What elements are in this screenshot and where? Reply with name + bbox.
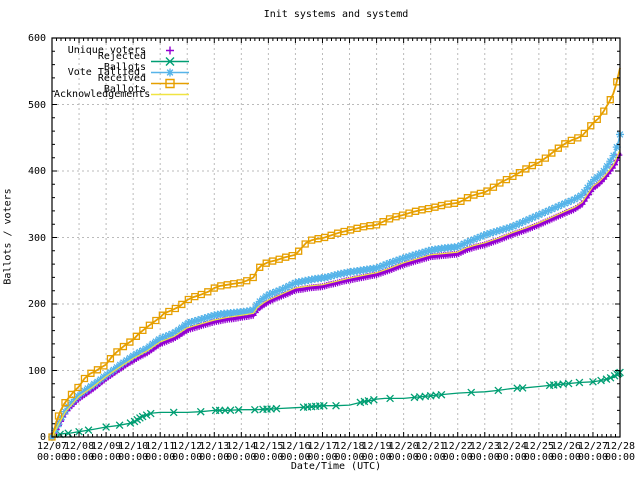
legend-sample-plus-marker-icon: [166, 46, 174, 55]
y-tick-label: 200: [27, 299, 46, 310]
x-tick-label: 12/15 00:00: [253, 441, 284, 463]
series-line-received-ballots: [51, 67, 621, 438]
legend-row: Unique voters: [54, 45, 189, 56]
legend-label: Received Ballots: [97, 72, 146, 95]
x-tick-label: 12/13 00:00: [199, 441, 230, 463]
x-tick-label: 12/28 00:00: [604, 441, 636, 463]
x-axis-label: Date/Time (UTC): [290, 461, 382, 472]
y-tick-label: 300: [27, 232, 46, 244]
y-tick-label: 0: [39, 432, 46, 443]
legend-label: Rejected Ballots: [97, 50, 146, 73]
x-tick-label: 12/17 00:00: [307, 441, 338, 463]
y-tick-label: 100: [27, 365, 46, 377]
series-markers-unique-voters: [48, 151, 623, 441]
x-tick-label: 12/18 00:00: [334, 441, 365, 463]
legend: Unique voters Rejected Ballots Vote Tallie…: [54, 45, 189, 100]
series-markers-received-ballots: [48, 78, 621, 441]
legend-label: Acknowledgements: [54, 89, 151, 100]
y-tick-label: 600: [27, 33, 46, 44]
series-markers-rejected-ballots: [56, 368, 624, 439]
x-tick-label: 12/10 00:00: [118, 441, 149, 463]
x-tick-label: 12/25 00:00: [523, 441, 554, 463]
legend-sample-cross-marker-icon: [151, 57, 189, 66]
x-tick-label: 12/27 00:00: [577, 441, 608, 463]
legend-row: Received Ballots: [54, 73, 189, 95]
series-line-acknowledgements: [51, 149, 621, 438]
legend-sample-star-marker-icon: [151, 68, 189, 77]
axis-ticks: [51, 37, 620, 438]
x-tick-label: 12/16 00:00: [280, 441, 311, 463]
series-line-rejected-ballots: [51, 371, 621, 438]
legend-label: Unique voters: [67, 45, 146, 56]
legend-row: Acknowledgements: [54, 89, 189, 100]
legend-label: Vote Tallied,: [67, 67, 146, 78]
legend-sample-line-icon: [151, 93, 189, 96]
x-tick-label: 12/12 00:00: [172, 441, 203, 463]
x-tick-label: 12/19 00:00: [361, 441, 392, 463]
x-tick-label: 12/23 00:00: [469, 441, 500, 463]
x-tick-label: 12/14 00:00: [226, 441, 257, 463]
series-line-unique-voters: [50, 151, 622, 438]
y-tick-label: 500: [27, 99, 46, 111]
legend-sample-square-marker-icon: [151, 78, 189, 89]
y-tick-label: 400: [27, 166, 46, 177]
x-tick-label: 12/07 00:00: [36, 441, 68, 463]
x-tick-label: 12/20 00:00: [388, 441, 419, 463]
chart-title: Init systems and systemd: [263, 9, 409, 20]
x-tick-label: 12/24 00:00: [496, 441, 527, 463]
x-tick-label: 12/11 00:00: [145, 441, 176, 463]
x-tick-label: 12/21 00:00: [415, 441, 446, 463]
legend-row: Rejected Ballots: [54, 51, 189, 73]
legend-row: Vote Tallied,: [54, 67, 189, 78]
x-tick-label: 12/08 00:00: [63, 441, 95, 463]
x-tick-label: 12/22 00:00: [442, 441, 473, 463]
x-tick-label: 12/26 00:00: [550, 441, 581, 463]
x-tick-label: 12/09 00:00: [91, 441, 122, 463]
